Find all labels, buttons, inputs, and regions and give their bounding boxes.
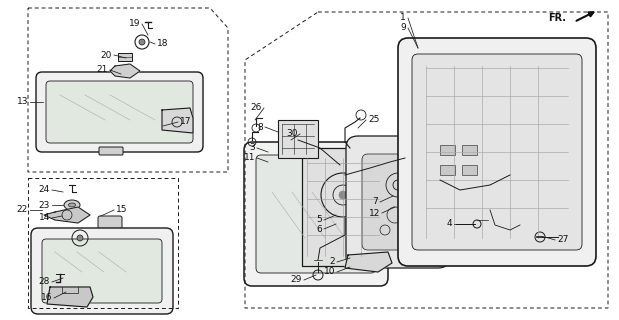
Bar xyxy=(462,165,477,175)
Text: 23: 23 xyxy=(38,201,50,210)
Text: 25: 25 xyxy=(368,116,379,124)
Bar xyxy=(278,120,318,158)
Text: 12: 12 xyxy=(369,209,380,218)
Polygon shape xyxy=(110,64,140,78)
FancyBboxPatch shape xyxy=(256,155,376,273)
Text: 29: 29 xyxy=(291,276,302,284)
Text: 7: 7 xyxy=(372,197,378,206)
Circle shape xyxy=(339,191,347,199)
Polygon shape xyxy=(47,287,93,307)
Text: 9: 9 xyxy=(400,23,406,33)
FancyBboxPatch shape xyxy=(362,154,434,250)
Ellipse shape xyxy=(69,203,76,207)
Text: 11: 11 xyxy=(243,154,255,163)
Text: 19: 19 xyxy=(129,20,140,28)
Bar xyxy=(462,145,477,155)
Bar xyxy=(440,145,455,155)
Text: 6: 6 xyxy=(316,225,322,234)
FancyBboxPatch shape xyxy=(412,54,582,250)
Polygon shape xyxy=(345,252,392,272)
Text: 13: 13 xyxy=(17,98,28,107)
Bar xyxy=(118,53,132,61)
Text: 18: 18 xyxy=(157,39,168,49)
Bar xyxy=(440,165,455,175)
FancyBboxPatch shape xyxy=(244,142,388,286)
FancyBboxPatch shape xyxy=(398,38,596,266)
Text: 15: 15 xyxy=(116,205,128,214)
Text: 17: 17 xyxy=(180,117,191,126)
Text: 3: 3 xyxy=(249,143,255,153)
FancyBboxPatch shape xyxy=(98,216,122,230)
Text: 27: 27 xyxy=(557,236,568,244)
FancyBboxPatch shape xyxy=(99,147,123,155)
Text: 2: 2 xyxy=(329,258,335,267)
Text: 20: 20 xyxy=(101,51,112,60)
FancyBboxPatch shape xyxy=(42,239,162,303)
FancyBboxPatch shape xyxy=(31,228,173,314)
Text: 21: 21 xyxy=(97,66,108,75)
Bar xyxy=(302,148,384,266)
Text: 5: 5 xyxy=(316,215,322,225)
Text: 4: 4 xyxy=(446,220,452,228)
Polygon shape xyxy=(44,207,90,223)
FancyBboxPatch shape xyxy=(46,81,193,143)
FancyBboxPatch shape xyxy=(346,136,450,268)
Text: FR.: FR. xyxy=(548,13,566,23)
Text: 1: 1 xyxy=(400,13,406,22)
Text: 8: 8 xyxy=(258,123,263,132)
Text: 22: 22 xyxy=(17,205,28,214)
Text: 24: 24 xyxy=(39,186,50,195)
FancyBboxPatch shape xyxy=(36,72,203,152)
Text: 30: 30 xyxy=(287,130,298,139)
Text: 16: 16 xyxy=(40,293,52,302)
Polygon shape xyxy=(162,108,193,133)
Circle shape xyxy=(77,235,83,241)
Text: 10: 10 xyxy=(324,268,335,276)
Circle shape xyxy=(139,39,145,45)
Text: 14: 14 xyxy=(38,213,50,222)
Text: 28: 28 xyxy=(38,277,50,286)
Text: 26: 26 xyxy=(251,103,262,113)
Ellipse shape xyxy=(64,200,80,210)
